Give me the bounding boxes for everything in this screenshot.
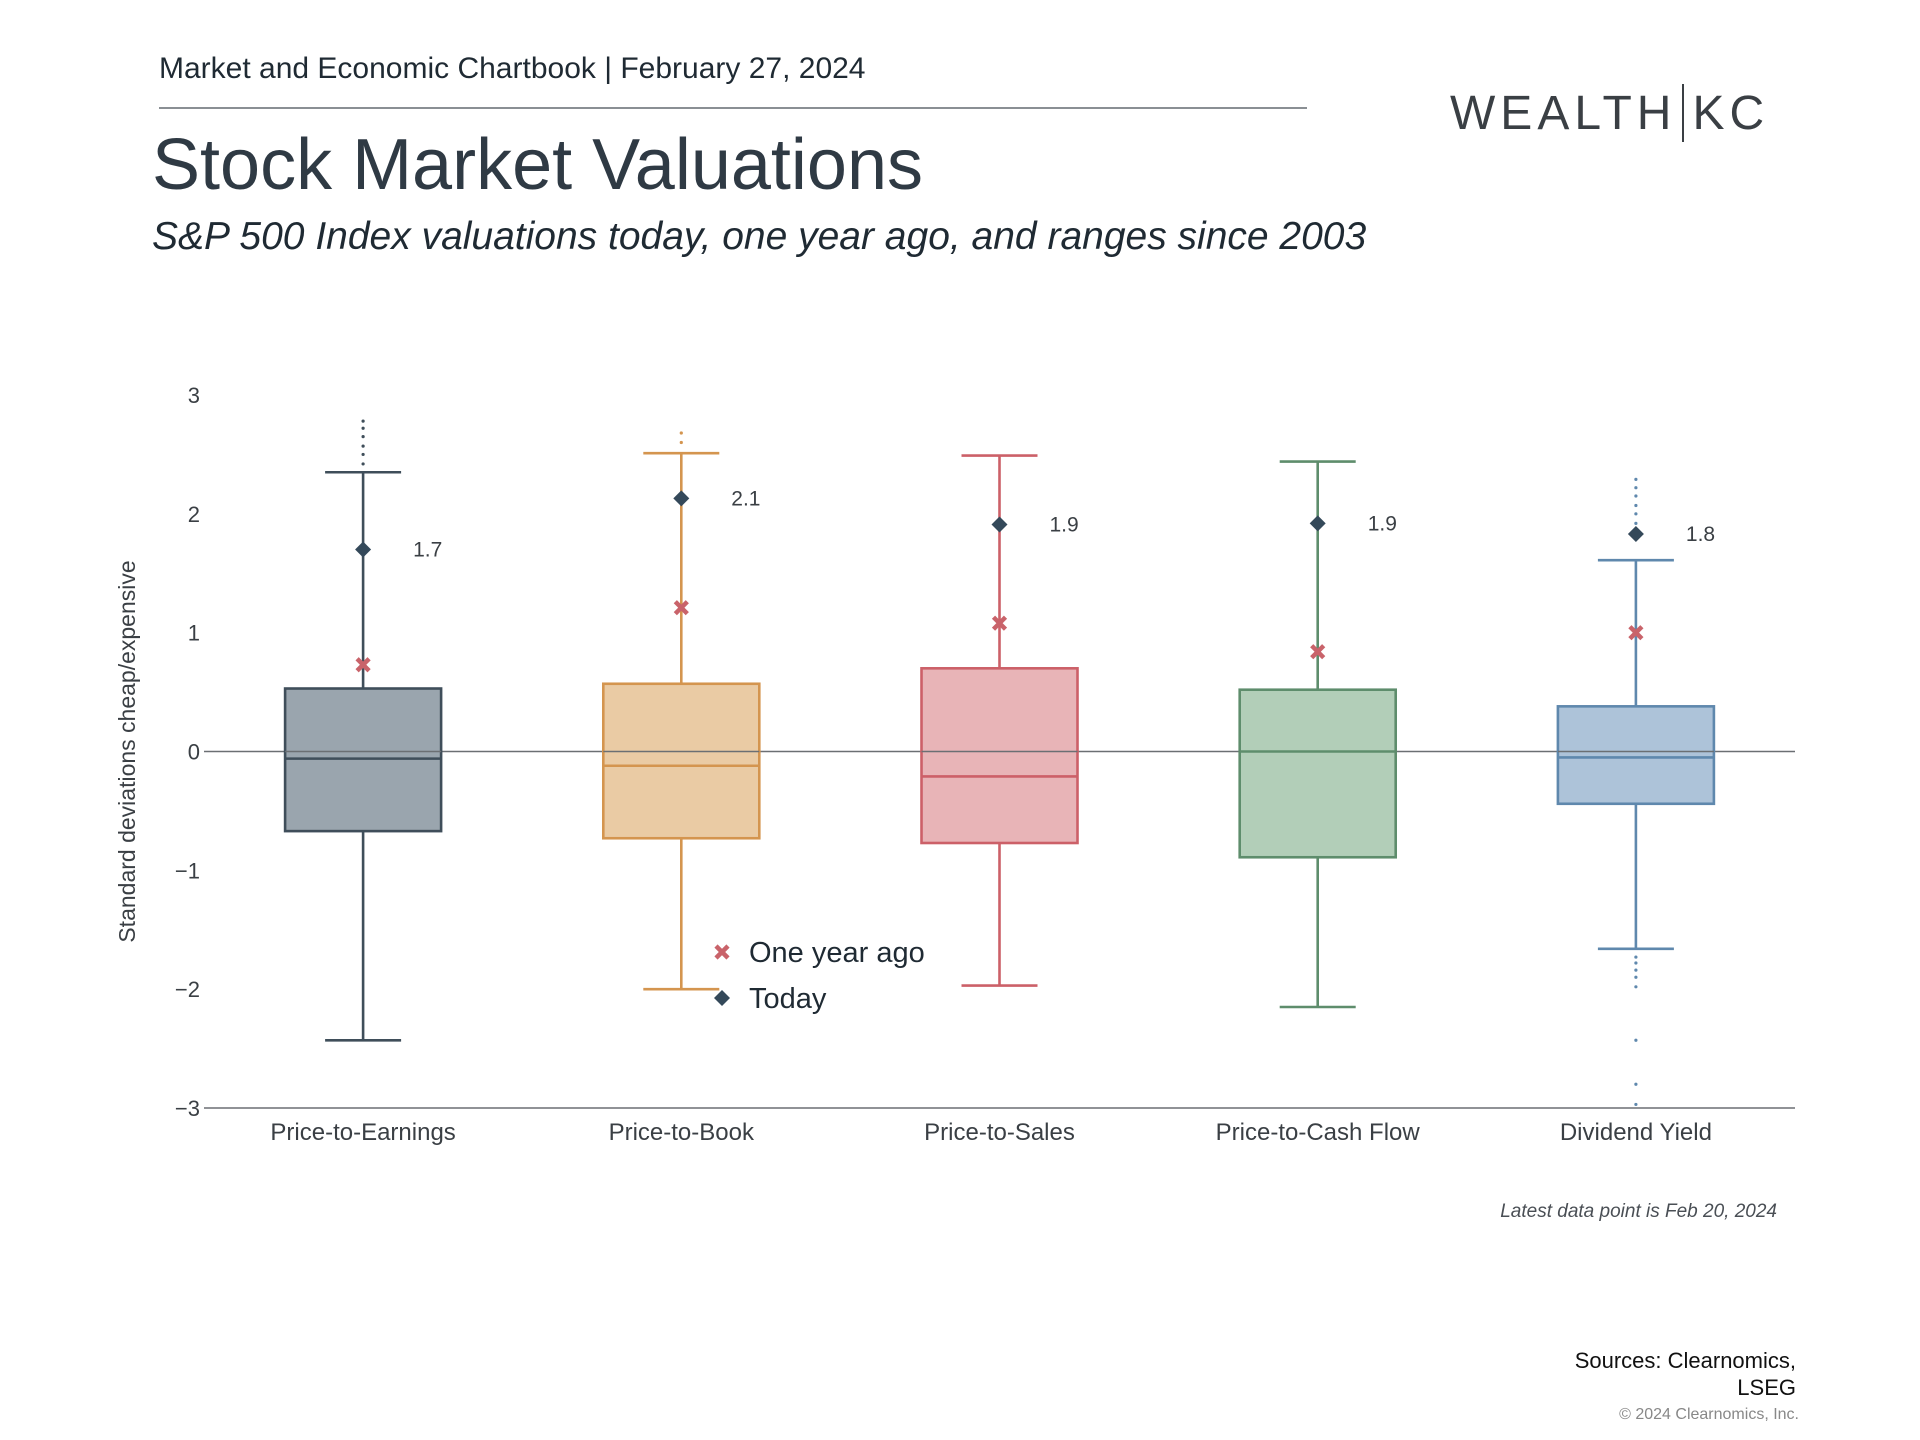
legend-year-ago-label: One year ago — [749, 937, 925, 969]
outlier-point — [679, 431, 683, 435]
x-category-label: Price-to-Book — [609, 1119, 755, 1146]
brand-logo-right: KC — [1692, 86, 1770, 140]
today-value-label: 1.8 — [1686, 523, 1715, 546]
latest-data-note: Latest data point is Feb 20, 2024 — [1500, 1201, 1777, 1222]
copyright-text: © 2024 Clearnomics, Inc. — [1619, 1406, 1799, 1423]
outlier-point — [1634, 1038, 1638, 1042]
today-marker — [1309, 515, 1326, 532]
legend-today-symbol — [714, 990, 730, 1006]
box-iqr — [601, 682, 761, 840]
legend-today-label: Today — [749, 983, 827, 1015]
outlier-point — [1634, 512, 1638, 516]
page-subtitle: S&P 500 Index valuations today, one year… — [152, 215, 1367, 258]
brand-logo-separator — [1682, 84, 1685, 142]
x-category-label: Dividend Yield — [1560, 1119, 1712, 1146]
year-ago-marker — [991, 615, 1008, 631]
outlier-point — [1634, 521, 1638, 525]
outlier-point — [1634, 1102, 1638, 1107]
sources-text: Sources: Clearnomics, LSEG — [1574, 1348, 1796, 1400]
y-tick-label: −1 — [175, 858, 200, 883]
outlier-point — [361, 452, 365, 457]
outlier-point — [1634, 503, 1638, 508]
box-iqr — [1238, 688, 1397, 859]
today-value-label: 1.9 — [1050, 514, 1079, 537]
outlier-point — [1634, 985, 1638, 989]
y-tick-label: 0 — [188, 740, 200, 765]
page-title: Stock Market Valuations — [152, 125, 924, 205]
year-ago-marker — [355, 657, 371, 673]
outlier-point — [1634, 955, 1638, 959]
y-tick-label: 3 — [188, 383, 200, 408]
box-iqr — [1556, 705, 1716, 806]
today-marker — [991, 516, 1008, 533]
year-ago-marker — [1310, 644, 1326, 660]
y-axis-label: Standard deviations cheap/expensive — [114, 560, 140, 942]
y-tick-label: 2 — [188, 502, 200, 527]
brand-logo-left: WEALTH — [1450, 86, 1677, 140]
today-marker — [1627, 526, 1644, 543]
y-tick-label: −3 — [175, 1096, 200, 1121]
x-category-label: Price-to-Earnings — [270, 1119, 455, 1146]
outlier-point — [361, 434, 365, 439]
x-category-label: Price-to-Sales — [924, 1119, 1075, 1146]
today-value-label: 1.7 — [413, 538, 442, 561]
today-value-label: 1.9 — [1368, 512, 1397, 535]
outlier-point — [1634, 975, 1638, 979]
outlier-point — [1634, 494, 1638, 498]
today-marker — [673, 490, 690, 507]
today-value-label: 2.1 — [731, 487, 760, 510]
y-tick-label: −2 — [175, 977, 200, 1002]
outlier-point — [1634, 968, 1638, 972]
outlier-point — [1634, 486, 1638, 490]
y-tick-label: 1 — [188, 621, 200, 646]
outlier-point — [361, 444, 365, 448]
outlier-point — [361, 426, 365, 430]
outlier-point — [361, 419, 365, 423]
chartbook-header: Market and Economic Chartbook | February… — [159, 52, 866, 85]
today-marker — [355, 541, 372, 558]
year-ago-marker — [673, 600, 689, 616]
header-rule — [159, 107, 1307, 109]
brand-logo: WEALTH KC — [1450, 84, 1769, 142]
outlier-point — [361, 462, 365, 466]
x-category-label: Price-to-Cash Flow — [1216, 1119, 1421, 1146]
year-ago-marker — [1628, 625, 1644, 641]
outlier-point — [1634, 1082, 1638, 1086]
legend-year-ago-symbol — [714, 944, 730, 960]
outlier-point — [679, 440, 683, 445]
outlier-point — [1634, 477, 1638, 481]
outlier-point — [1634, 961, 1638, 965]
box-iqr — [920, 667, 1079, 845]
